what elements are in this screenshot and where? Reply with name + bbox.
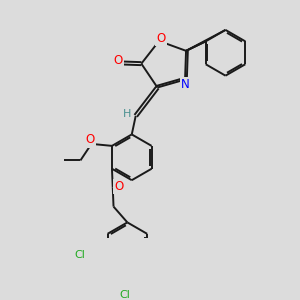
Text: Cl: Cl: [74, 250, 86, 260]
Text: O: O: [114, 180, 124, 193]
Text: Cl: Cl: [119, 290, 130, 300]
Text: O: O: [114, 54, 123, 67]
Text: N: N: [181, 78, 189, 91]
Text: O: O: [85, 134, 94, 146]
Text: O: O: [156, 32, 166, 45]
Text: H: H: [123, 109, 131, 118]
